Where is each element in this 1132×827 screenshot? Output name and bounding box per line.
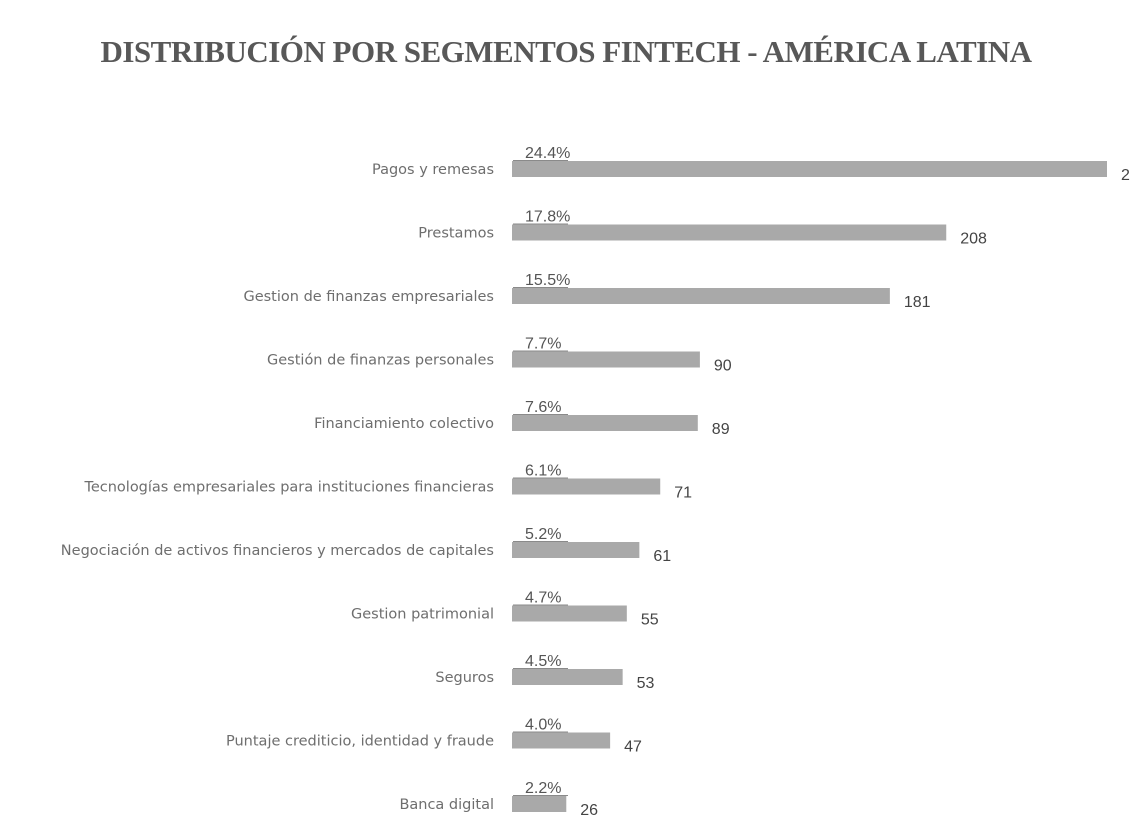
value-label: 208 bbox=[960, 231, 987, 248]
category-label: Gestión de finanzas personales bbox=[267, 353, 494, 369]
value-label: 2 bbox=[1121, 167, 1130, 184]
percent-label: 15.5% bbox=[525, 272, 570, 289]
percent-label: 5.2% bbox=[525, 526, 561, 543]
chart-title: DISTRIBUCIÓN POR SEGMENTOS FINTECH - AMÉ… bbox=[100, 34, 1032, 69]
bar bbox=[512, 288, 890, 304]
value-label: 61 bbox=[653, 548, 671, 565]
value-label: 90 bbox=[714, 358, 732, 375]
category-label: Gestion de finanzas empresariales bbox=[243, 289, 494, 305]
category-label: Financiamiento colectivo bbox=[314, 416, 494, 432]
percent-label: 7.7% bbox=[525, 336, 561, 353]
bar bbox=[512, 478, 661, 495]
category-label: Banca digital bbox=[399, 797, 494, 813]
percent-label: 7.6% bbox=[525, 399, 561, 416]
category-label: Seguros bbox=[435, 670, 494, 686]
percent-label: 6.1% bbox=[525, 463, 561, 480]
bar bbox=[512, 415, 698, 431]
bar bbox=[512, 161, 1107, 177]
bar bbox=[512, 542, 640, 558]
percent-label: 4.7% bbox=[525, 590, 561, 607]
percent-label: 4.0% bbox=[525, 717, 561, 734]
category-label: Tecnologías empresariales para instituci… bbox=[83, 480, 494, 496]
bar bbox=[512, 796, 567, 812]
value-label: 71 bbox=[674, 485, 692, 502]
category-label: Gestion patrimonial bbox=[351, 607, 494, 623]
category-label: Negociación de activos financieros y mer… bbox=[61, 543, 494, 559]
value-label: 55 bbox=[641, 612, 659, 629]
value-label: 26 bbox=[580, 802, 598, 819]
value-label: 53 bbox=[637, 675, 655, 692]
category-label: Pagos y remesas bbox=[372, 162, 494, 178]
percent-label: 24.4% bbox=[525, 145, 570, 162]
bar bbox=[512, 669, 623, 685]
bar bbox=[512, 605, 627, 622]
bar bbox=[512, 351, 700, 368]
category-label: Puntaje crediticio, identidad y fraude bbox=[226, 734, 494, 750]
percent-label: 17.8% bbox=[525, 209, 570, 226]
category-label: Prestamos bbox=[418, 226, 494, 242]
value-label: 47 bbox=[624, 739, 642, 756]
bar bbox=[512, 732, 611, 749]
bar bbox=[512, 224, 947, 241]
percent-label: 2.2% bbox=[525, 780, 561, 797]
percent-label: 4.5% bbox=[525, 653, 561, 670]
value-label: 181 bbox=[904, 294, 931, 311]
value-label: 89 bbox=[712, 421, 730, 438]
